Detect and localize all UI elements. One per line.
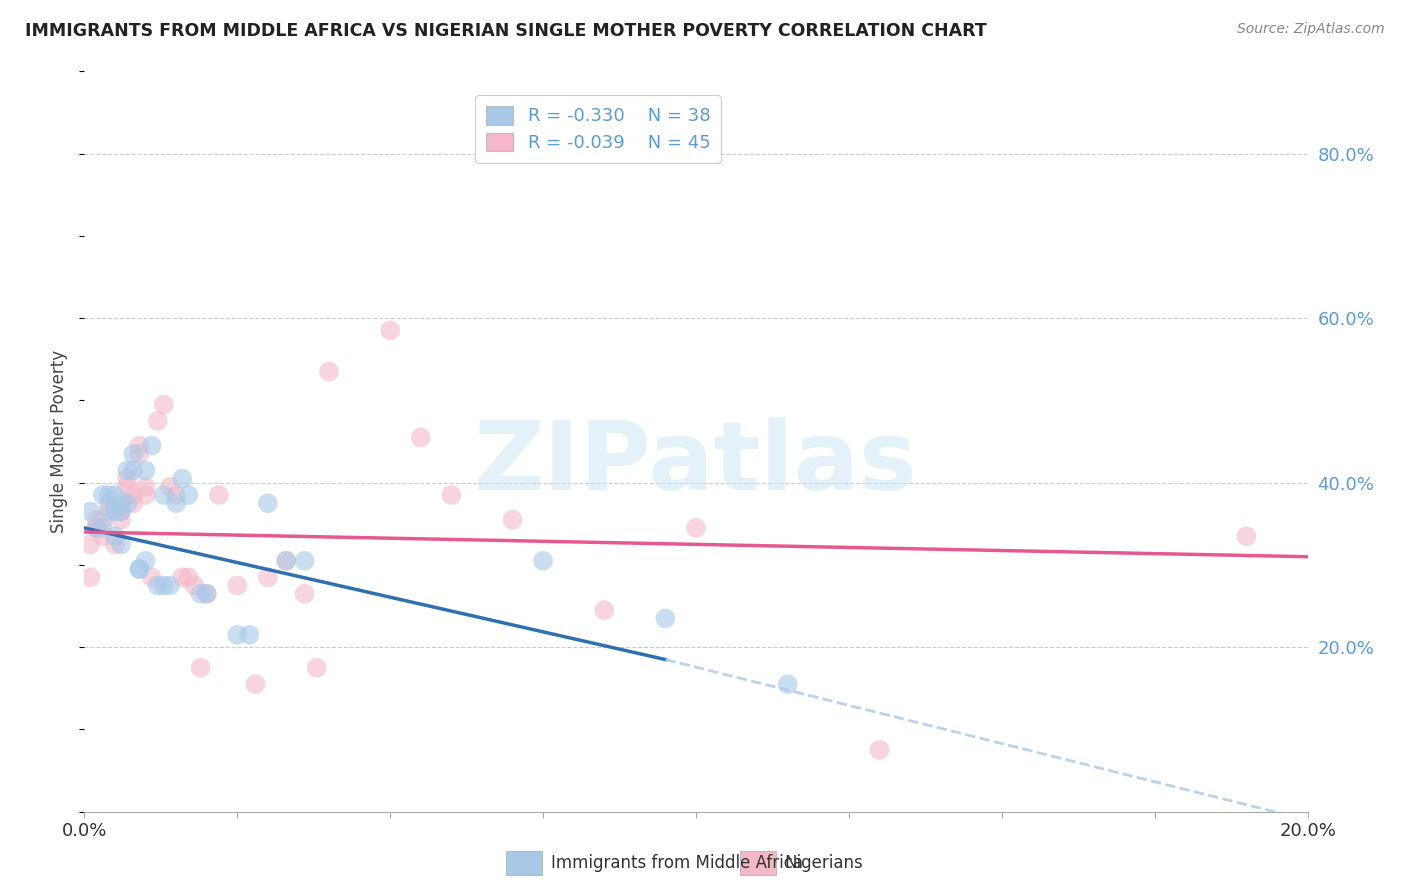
Point xyxy=(380,324,402,338)
Point xyxy=(245,677,267,691)
Text: Nigerians: Nigerians xyxy=(785,854,863,872)
Point xyxy=(257,570,280,584)
Point xyxy=(91,529,114,543)
Point xyxy=(110,496,132,510)
Point xyxy=(177,488,200,502)
Point xyxy=(153,398,176,412)
Text: Immigrants from Middle Africa: Immigrants from Middle Africa xyxy=(551,854,803,872)
Point xyxy=(135,554,157,568)
Point xyxy=(110,513,132,527)
Point xyxy=(195,587,218,601)
Point xyxy=(91,513,114,527)
Point xyxy=(305,661,328,675)
Point xyxy=(86,513,108,527)
Bar xyxy=(506,851,541,875)
Point xyxy=(135,480,157,494)
Point xyxy=(79,537,101,551)
Text: ZIPatlas: ZIPatlas xyxy=(474,417,918,510)
Text: IMMIGRANTS FROM MIDDLE AFRICA VS NIGERIAN SINGLE MOTHER POVERTY CORRELATION CHAR: IMMIGRANTS FROM MIDDLE AFRICA VS NIGERIA… xyxy=(25,22,987,40)
Point xyxy=(79,570,101,584)
Point xyxy=(195,587,218,601)
Point xyxy=(685,521,707,535)
Point xyxy=(776,677,799,691)
Point xyxy=(294,587,316,601)
Point xyxy=(502,513,524,527)
Point xyxy=(122,496,145,510)
Point xyxy=(115,463,138,477)
Point xyxy=(97,504,120,518)
Point xyxy=(110,537,132,551)
Point xyxy=(208,488,231,502)
Point xyxy=(294,554,316,568)
Point xyxy=(226,628,249,642)
Point xyxy=(141,439,163,453)
Point xyxy=(276,554,298,568)
Point xyxy=(654,611,676,625)
Y-axis label: Single Mother Poverty: Single Mother Poverty xyxy=(51,350,69,533)
Point xyxy=(177,570,200,584)
Point xyxy=(1236,529,1258,543)
Point xyxy=(165,496,187,510)
Point xyxy=(86,521,108,535)
Point xyxy=(128,439,150,453)
Text: Source: ZipAtlas.com: Source: ZipAtlas.com xyxy=(1237,22,1385,37)
Point xyxy=(146,414,169,428)
Point xyxy=(104,504,127,518)
Point xyxy=(135,488,157,502)
Point xyxy=(146,578,169,592)
Point xyxy=(91,521,114,535)
Point xyxy=(226,578,249,592)
Point xyxy=(122,488,145,502)
Point xyxy=(115,496,138,510)
Point xyxy=(115,480,138,494)
Point xyxy=(172,471,194,485)
Bar xyxy=(740,851,776,875)
Point xyxy=(153,578,176,592)
Point xyxy=(115,471,138,485)
Point xyxy=(409,430,432,444)
Point xyxy=(869,743,891,757)
Point xyxy=(183,578,205,592)
Point xyxy=(91,488,114,502)
Point xyxy=(122,447,145,461)
Point xyxy=(110,504,132,518)
Point xyxy=(104,529,127,543)
Point xyxy=(104,537,127,551)
Legend: R = -0.330    N = 38, R = -0.039    N = 45: R = -0.330 N = 38, R = -0.039 N = 45 xyxy=(475,95,721,162)
Point xyxy=(531,554,554,568)
Point xyxy=(593,603,616,617)
Point xyxy=(153,488,176,502)
Point xyxy=(110,504,132,518)
Point xyxy=(86,521,108,535)
Point xyxy=(79,504,101,518)
Point xyxy=(190,661,212,675)
Point xyxy=(159,578,181,592)
Point xyxy=(318,365,340,379)
Point xyxy=(440,488,463,502)
Point xyxy=(135,463,157,477)
Point xyxy=(104,488,127,502)
Point xyxy=(141,570,163,584)
Point xyxy=(97,488,120,502)
Point xyxy=(276,554,298,568)
Point xyxy=(238,628,260,642)
Point xyxy=(128,562,150,576)
Point xyxy=(97,496,120,510)
Point xyxy=(190,587,212,601)
Point xyxy=(257,496,280,510)
Point xyxy=(172,570,194,584)
Point xyxy=(122,463,145,477)
Point xyxy=(128,562,150,576)
Point xyxy=(104,504,127,518)
Point xyxy=(165,488,187,502)
Point xyxy=(159,480,181,494)
Point xyxy=(128,447,150,461)
